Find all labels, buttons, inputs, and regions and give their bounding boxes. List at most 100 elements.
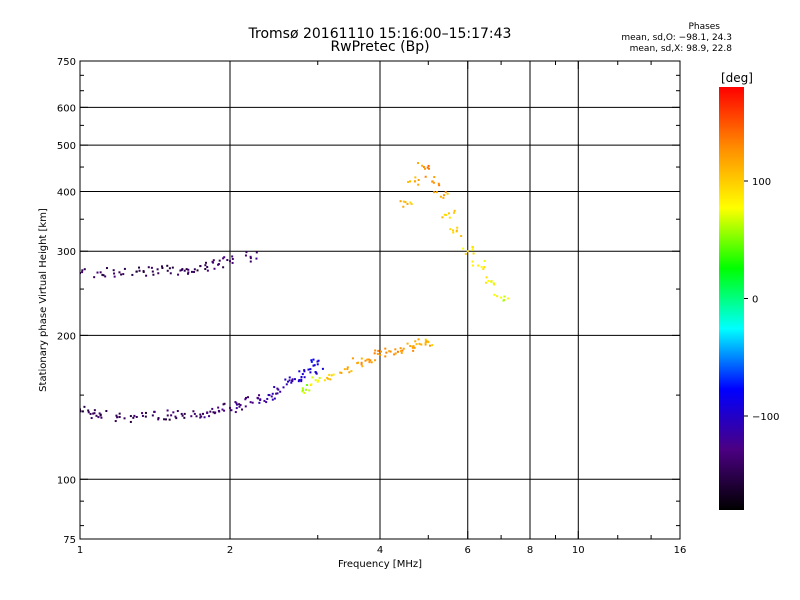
data-point: [438, 184, 441, 187]
data-point: [447, 212, 450, 215]
data-point: [406, 342, 409, 345]
data-point: [251, 401, 254, 404]
data-point: [180, 412, 183, 415]
y-tick-label: 500: [57, 141, 76, 152]
data-point: [328, 373, 331, 376]
data-point: [502, 299, 505, 302]
data-point: [291, 380, 294, 383]
data-point: [308, 389, 311, 392]
data-point: [357, 361, 360, 364]
data-point: [209, 410, 212, 413]
data-point: [161, 267, 164, 270]
data-point: [493, 293, 496, 296]
data-point: [151, 414, 154, 417]
data-point: [185, 268, 188, 271]
data-point: [411, 346, 414, 349]
data-point: [471, 264, 474, 267]
data-point: [123, 417, 126, 420]
data-point: [400, 351, 403, 354]
data-point: [217, 406, 220, 409]
data-point: [427, 164, 430, 167]
data-point: [231, 261, 234, 264]
data-point: [206, 269, 209, 272]
data-point: [433, 191, 436, 194]
scatter-points: [72, 162, 509, 423]
data-point: [141, 414, 144, 417]
data-point: [257, 397, 260, 400]
data-point: [212, 259, 215, 262]
data-point: [409, 345, 412, 348]
data-point: [477, 264, 480, 267]
data-point: [234, 401, 237, 404]
data-point: [483, 266, 486, 269]
data-point: [297, 380, 300, 383]
data-point: [171, 266, 174, 269]
data-point: [394, 348, 397, 351]
data-point: [487, 279, 490, 282]
data-point: [506, 297, 509, 300]
data-point: [204, 261, 207, 264]
data-point: [133, 414, 136, 417]
data-point: [453, 211, 456, 214]
data-point: [187, 271, 190, 274]
data-point: [346, 368, 349, 371]
data-point: [301, 387, 304, 390]
data-point: [259, 398, 262, 401]
data-point: [74, 275, 76, 277]
data-point: [265, 401, 268, 404]
data-point: [422, 166, 425, 169]
y-tick-label: 750: [57, 57, 76, 68]
data-point: [317, 379, 320, 382]
data-point: [93, 276, 96, 279]
data-point: [98, 412, 101, 415]
data-point: [351, 357, 354, 360]
data-point: [199, 264, 202, 267]
data-point: [89, 412, 92, 415]
data-point: [310, 383, 313, 386]
data-point: [169, 272, 172, 275]
data-point: [393, 353, 396, 356]
data-point: [223, 409, 226, 412]
data-point: [431, 344, 434, 347]
data-point: [312, 358, 315, 361]
data-point: [241, 408, 244, 411]
y-tick-label: 300: [57, 247, 76, 258]
data-point: [142, 270, 145, 273]
data-point: [181, 414, 184, 417]
data-point: [321, 367, 324, 370]
data-point: [417, 338, 420, 341]
data-point: [417, 183, 420, 186]
data-point: [204, 264, 207, 267]
data-point: [211, 260, 214, 263]
data-point: [222, 266, 225, 269]
data-point: [217, 263, 220, 266]
data-point: [129, 420, 132, 423]
data-point: [367, 358, 370, 361]
data-point: [245, 251, 248, 254]
data-point: [414, 176, 417, 179]
data-point: [206, 266, 209, 269]
data-point: [72, 413, 74, 415]
data-point: [183, 269, 186, 272]
data-point: [316, 380, 319, 383]
data-point: [168, 267, 171, 270]
colorbar-tick-label: 100: [752, 177, 771, 188]
data-point: [318, 376, 321, 379]
data-point: [503, 295, 506, 298]
data-point: [374, 349, 377, 352]
data-point: [340, 371, 343, 374]
data-point: [234, 411, 237, 414]
data-point: [406, 202, 409, 205]
data-point: [384, 347, 387, 350]
data-point: [249, 401, 252, 404]
data-point: [300, 375, 303, 378]
data-point: [238, 405, 241, 408]
data-point: [315, 372, 318, 375]
data-point: [443, 194, 446, 197]
data-point: [496, 295, 499, 298]
data-point: [99, 271, 102, 274]
data-point: [267, 393, 270, 396]
data-point: [314, 379, 317, 382]
data-point: [235, 402, 238, 405]
data-point: [343, 368, 346, 371]
